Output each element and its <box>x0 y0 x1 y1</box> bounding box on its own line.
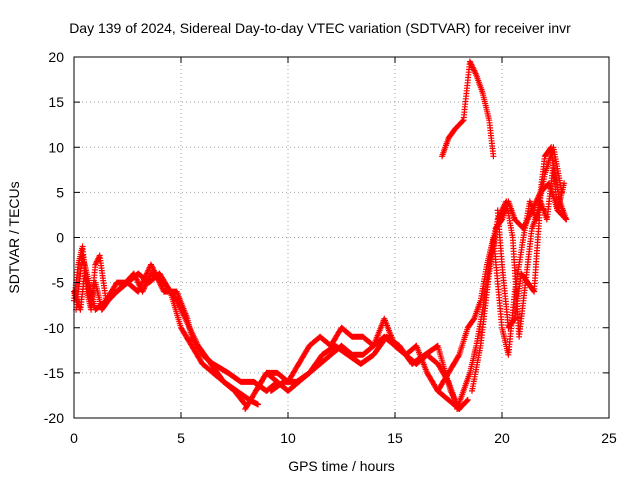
y-tick-label: 0 <box>56 230 64 246</box>
y-tick-label: 15 <box>48 94 64 110</box>
y-axis-title: SDTVAR / TECUs <box>6 181 22 293</box>
series-markers <box>73 252 281 394</box>
series-markers <box>439 58 497 160</box>
series-markers <box>267 333 471 412</box>
y-tick-label: 5 <box>56 184 64 200</box>
series-track-c <box>73 252 281 394</box>
x-tick-label: 0 <box>70 430 78 446</box>
y-tick-label: 20 <box>48 49 64 65</box>
x-tick-label: 15 <box>387 430 403 446</box>
chart-title: Day 139 of 2024, Sidereal Day-to-day VTE… <box>69 20 571 36</box>
y-tick-label: 10 <box>48 139 64 155</box>
axis-ticks: 0 5 10 15 20 25 -20 -15 -10 -5 0 5 10 15 20 <box>44 49 617 446</box>
y-tick-label: -15 <box>44 365 64 381</box>
x-tick-label: 5 <box>177 430 185 446</box>
series-markers <box>494 162 570 331</box>
x-tick-label: 20 <box>494 430 510 446</box>
x-axis-title: GPS time / hours <box>288 458 395 474</box>
series-track-k <box>494 162 570 331</box>
series-track-f <box>267 333 471 412</box>
series-track-g <box>439 58 497 160</box>
x-tick-label: 25 <box>601 430 617 446</box>
y-tick-label: -5 <box>52 275 65 291</box>
y-tick-label: -20 <box>44 410 64 426</box>
data-points <box>71 58 570 412</box>
y-tick-label: -10 <box>44 320 64 336</box>
x-tick-label: 10 <box>280 430 296 446</box>
